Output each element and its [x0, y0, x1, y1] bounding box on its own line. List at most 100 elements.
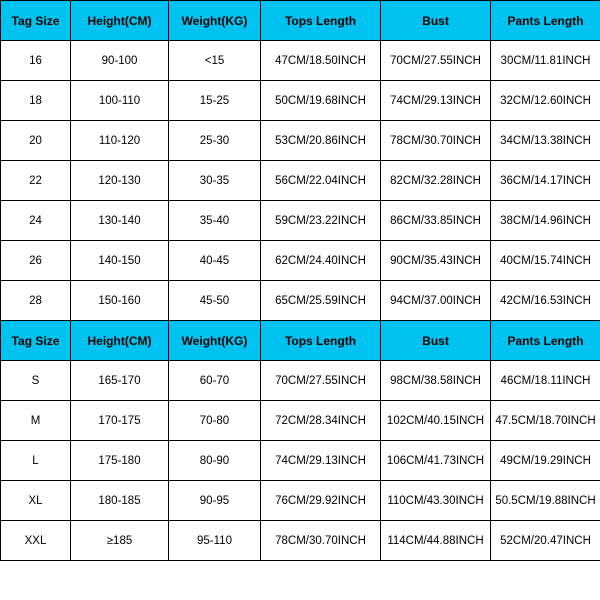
- table-cell: 59CM/23.22INCH: [261, 201, 381, 241]
- col-tops-length-2: Tops Length: [261, 321, 381, 361]
- table-cell: 62CM/24.40INCH: [261, 241, 381, 281]
- table-cell: M: [1, 401, 71, 441]
- table-cell: ≥185: [71, 521, 169, 561]
- table-row: 26140-15040-4562CM/24.40INCH90CM/35.43IN…: [1, 241, 600, 281]
- col-tag-size: Tag Size: [1, 1, 71, 41]
- table-cell: 25-30: [169, 121, 261, 161]
- table-row: 24130-14035-4059CM/23.22INCH86CM/33.85IN…: [1, 201, 600, 241]
- table-cell: 46CM/18.11INCH: [491, 361, 600, 401]
- table-cell: 65CM/25.59INCH: [261, 281, 381, 321]
- table-cell: 130-140: [71, 201, 169, 241]
- col-bust: Bust: [381, 1, 491, 41]
- table2-header: Tag Size Height(CM) Weight(KG) Tops Leng…: [1, 321, 600, 361]
- table-cell: 47CM/18.50INCH: [261, 41, 381, 81]
- table-cell: 36CM/14.17INCH: [491, 161, 600, 201]
- table-cell: 50.5CM/19.88INCH: [491, 481, 600, 521]
- table-cell: 102CM/40.15INCH: [381, 401, 491, 441]
- table-cell: 24: [1, 201, 71, 241]
- table-cell: 60-70: [169, 361, 261, 401]
- table-cell: 74CM/29.13INCH: [261, 441, 381, 481]
- table-cell: 90-100: [71, 41, 169, 81]
- col-weight-2: Weight(KG): [169, 321, 261, 361]
- table-row: L175-18080-9074CM/29.13INCH106CM/41.73IN…: [1, 441, 600, 481]
- table-cell: 82CM/32.28INCH: [381, 161, 491, 201]
- table-cell: XL: [1, 481, 71, 521]
- table-cell: 90-95: [169, 481, 261, 521]
- table-cell: 70-80: [169, 401, 261, 441]
- col-tag-size-2: Tag Size: [1, 321, 71, 361]
- table-cell: 50CM/19.68INCH: [261, 81, 381, 121]
- table-row: XXL≥18595-11078CM/30.70INCH114CM/44.88IN…: [1, 521, 600, 561]
- table-cell: 53CM/20.86INCH: [261, 121, 381, 161]
- col-pants-length-2: Pants Length: [491, 321, 600, 361]
- table-cell: L: [1, 441, 71, 481]
- table-cell: S: [1, 361, 71, 401]
- table-cell: 56CM/22.04INCH: [261, 161, 381, 201]
- table-cell: 74CM/29.13INCH: [381, 81, 491, 121]
- table-cell: 28: [1, 281, 71, 321]
- table-cell: 18: [1, 81, 71, 121]
- table-row: M170-17570-8072CM/28.34INCH102CM/40.15IN…: [1, 401, 600, 441]
- table-cell: 114CM/44.88INCH: [381, 521, 491, 561]
- table1-header: Tag Size Height(CM) Weight(KG) Tops Leng…: [1, 1, 600, 41]
- table-cell: 170-175: [71, 401, 169, 441]
- table-cell: 30CM/11.81INCH: [491, 41, 600, 81]
- col-tops-length: Tops Length: [261, 1, 381, 41]
- table-cell: 20: [1, 121, 71, 161]
- table-cell: 86CM/33.85INCH: [381, 201, 491, 241]
- table-cell: 72CM/28.34INCH: [261, 401, 381, 441]
- table-row: XL180-18590-9576CM/29.92INCH110CM/43.30I…: [1, 481, 600, 521]
- table-cell: 150-160: [71, 281, 169, 321]
- table-cell: 120-130: [71, 161, 169, 201]
- table-cell: 110CM/43.30INCH: [381, 481, 491, 521]
- table-row: 18100-11015-2550CM/19.68INCH74CM/29.13IN…: [1, 81, 600, 121]
- table-cell: 80-90: [169, 441, 261, 481]
- table-cell: 32CM/12.60INCH: [491, 81, 600, 121]
- table1-body: 1690-100<1547CM/18.50INCH70CM/27.55INCH3…: [1, 41, 600, 321]
- table-row: 1690-100<1547CM/18.50INCH70CM/27.55INCH3…: [1, 41, 600, 81]
- col-height: Height(CM): [71, 1, 169, 41]
- table-cell: 15-25: [169, 81, 261, 121]
- table2-body: S165-17060-7070CM/27.55INCH98CM/38.58INC…: [1, 361, 600, 561]
- table-cell: 90CM/35.43INCH: [381, 241, 491, 281]
- table-row: 20110-12025-3053CM/20.86INCH78CM/30.70IN…: [1, 121, 600, 161]
- col-height-2: Height(CM): [71, 321, 169, 361]
- table-cell: 70CM/27.55INCH: [381, 41, 491, 81]
- table-cell: 35-40: [169, 201, 261, 241]
- table-cell: XXL: [1, 521, 71, 561]
- table-cell: 100-110: [71, 81, 169, 121]
- table-cell: 34CM/13.38INCH: [491, 121, 600, 161]
- table-row: 28150-16045-5065CM/25.59INCH94CM/37.00IN…: [1, 281, 600, 321]
- table-cell: 22: [1, 161, 71, 201]
- table-cell: 78CM/30.70INCH: [261, 521, 381, 561]
- table-cell: 78CM/30.70INCH: [381, 121, 491, 161]
- table-cell: 94CM/37.00INCH: [381, 281, 491, 321]
- col-bust-2: Bust: [381, 321, 491, 361]
- table-cell: 95-110: [169, 521, 261, 561]
- table-cell: 40CM/15.74INCH: [491, 241, 600, 281]
- col-pants-length: Pants Length: [491, 1, 600, 41]
- table-cell: 16: [1, 41, 71, 81]
- table-cell: 98CM/38.58INCH: [381, 361, 491, 401]
- table-cell: 40-45: [169, 241, 261, 281]
- table-cell: 42CM/16.53INCH: [491, 281, 600, 321]
- table-row: 22120-13030-3556CM/22.04INCH82CM/32.28IN…: [1, 161, 600, 201]
- table-cell: 38CM/14.96INCH: [491, 201, 600, 241]
- col-weight: Weight(KG): [169, 1, 261, 41]
- table-cell: 52CM/20.47INCH: [491, 521, 600, 561]
- table-cell: 47.5CM/18.70INCH: [491, 401, 600, 441]
- table-cell: <15: [169, 41, 261, 81]
- table-cell: 76CM/29.92INCH: [261, 481, 381, 521]
- size-chart-table: Tag Size Height(CM) Weight(KG) Tops Leng…: [0, 0, 600, 561]
- table-row: S165-17060-7070CM/27.55INCH98CM/38.58INC…: [1, 361, 600, 401]
- table-cell: 26: [1, 241, 71, 281]
- table-cell: 165-170: [71, 361, 169, 401]
- table-cell: 30-35: [169, 161, 261, 201]
- table-cell: 180-185: [71, 481, 169, 521]
- table-cell: 45-50: [169, 281, 261, 321]
- table-cell: 106CM/41.73INCH: [381, 441, 491, 481]
- table-cell: 110-120: [71, 121, 169, 161]
- table-cell: 175-180: [71, 441, 169, 481]
- table-cell: 140-150: [71, 241, 169, 281]
- table-cell: 49CM/19.29INCH: [491, 441, 600, 481]
